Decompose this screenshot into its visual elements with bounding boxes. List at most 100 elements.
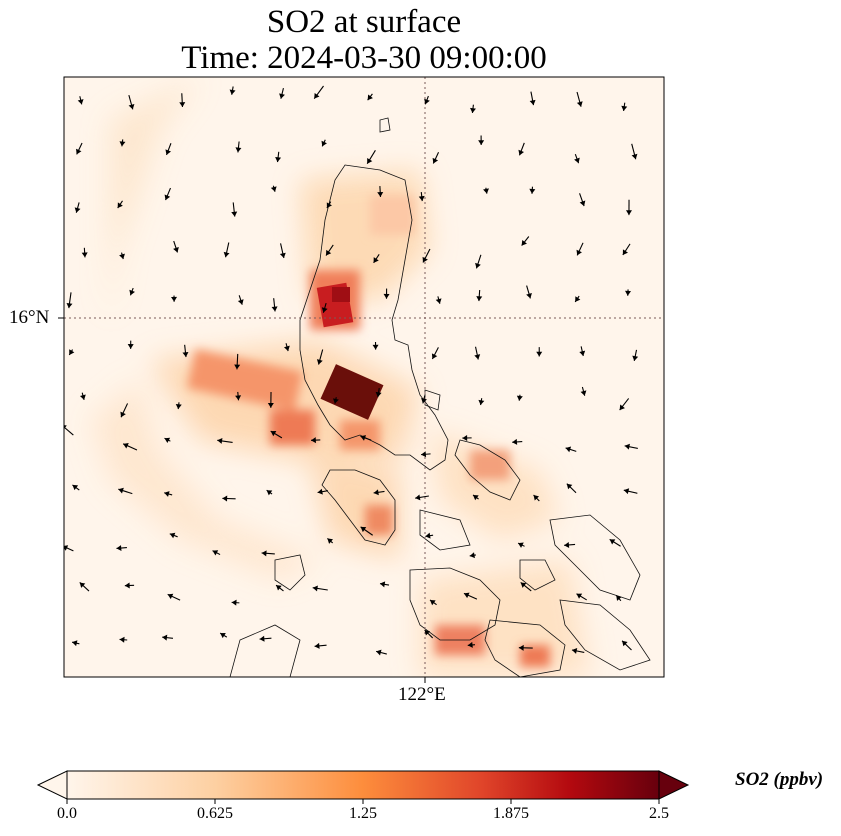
wind-vector-head <box>432 157 439 164</box>
wind-vector-head <box>571 647 578 654</box>
wind-vector-head <box>267 402 274 408</box>
wind-vector-head <box>469 552 475 559</box>
wind-vector-head <box>283 345 290 352</box>
wind-vector-head <box>231 599 237 606</box>
wind-vector-head <box>266 490 273 496</box>
wind-vector-head <box>171 296 178 302</box>
hotspot-visayas <box>470 450 510 480</box>
wind-vector-head <box>516 395 523 401</box>
hotspot-bataan <box>270 410 315 445</box>
wind-vector-head <box>529 99 536 106</box>
wind-vector-head <box>415 494 421 501</box>
wind-vector-head <box>424 629 431 636</box>
colorbar-gradient <box>66 770 660 800</box>
wind-vector-head <box>222 495 228 502</box>
map-time: Time: 2024-03-30 09:00:00 <box>181 40 547 76</box>
wind-vector-head <box>619 404 625 411</box>
wind-vector-head <box>622 640 628 647</box>
wind-vector-head <box>231 211 238 217</box>
wind-vector-head <box>235 147 242 153</box>
wind-vector-head <box>229 89 236 95</box>
wind-vector-head <box>621 105 628 111</box>
wind-vector-head <box>478 399 485 406</box>
wind-vector-head <box>317 488 323 495</box>
wind-vector-head <box>327 538 333 544</box>
wind-vector-head <box>476 296 483 302</box>
wind-vector-head <box>367 94 373 101</box>
colorbar <box>36 770 690 804</box>
wind-vector-head <box>235 395 242 401</box>
wind-vector-head <box>234 364 241 370</box>
wind-vector-head <box>72 640 78 647</box>
wind-vector-head <box>316 359 323 365</box>
wind-vector-head <box>467 641 473 648</box>
wind-vector-head <box>321 140 327 147</box>
wind-vector-head <box>462 434 468 441</box>
wind-vector-head <box>312 585 318 592</box>
wind-vector-head <box>373 257 379 263</box>
wind-vector-head <box>175 403 182 410</box>
wind-vector-head <box>129 289 135 296</box>
wind-vector-head <box>376 649 382 656</box>
wind-vector-head <box>259 635 265 642</box>
wind-vector-head <box>220 632 226 639</box>
colorbar-extend-min <box>36 770 68 800</box>
wind-vector-head <box>79 582 86 588</box>
wind-vector-head <box>631 153 638 160</box>
wind-vector-head <box>167 593 174 600</box>
so2-map <box>58 76 665 683</box>
wind-vector-head <box>575 296 581 302</box>
wind-vector-head <box>622 249 628 255</box>
wind-vector-head <box>314 642 320 649</box>
wind-vector-head <box>169 532 176 539</box>
colorbar-tick: 0.0 <box>57 805 77 822</box>
coastlines <box>229 117 651 677</box>
colorbar-tick: 1.875 <box>493 805 529 822</box>
wind-vector-head <box>377 191 384 197</box>
wind-vector-head <box>470 107 476 113</box>
map-frame <box>63 76 665 678</box>
wind-vector-head <box>576 101 583 107</box>
wind-vector-head <box>422 256 428 263</box>
wind-vector-head <box>474 354 481 360</box>
wind-vector-head <box>164 491 170 497</box>
wind-vector-head <box>69 349 75 355</box>
wind-vector-head <box>270 431 277 437</box>
wind-vector-head <box>311 437 316 444</box>
wind-vector-head <box>429 599 436 606</box>
wind-vector-head <box>162 634 168 641</box>
wind-vector-head <box>79 394 86 400</box>
wind-vector-head <box>179 102 186 108</box>
wind-vector-head <box>360 526 367 533</box>
wind-vector-head <box>478 140 485 146</box>
wind-vector-head <box>512 438 518 445</box>
wind-vector-head <box>261 550 267 557</box>
lon-tick-label: 122°E <box>398 684 446 705</box>
wind-vector-head <box>127 344 134 349</box>
wind-vector-head <box>367 158 373 164</box>
wind-vector-head <box>332 398 339 404</box>
gridlines <box>64 77 664 677</box>
wind-vector-head <box>379 581 386 588</box>
wind-vector-head <box>632 355 639 361</box>
wind-vector-head <box>326 249 332 256</box>
wind-vector-head <box>616 595 622 601</box>
wind-vector-head <box>128 103 135 110</box>
wind-vector-head <box>326 202 332 209</box>
wind-vector-head <box>473 495 479 501</box>
wind-vector-head <box>66 302 73 309</box>
wind-vector-head <box>164 194 171 201</box>
colorbar-tick: 1.25 <box>349 805 377 822</box>
wind-vector-head <box>276 585 282 591</box>
wind-vector-head <box>579 350 586 357</box>
wind-vector-head <box>576 593 583 599</box>
wind-vector <box>64 426 74 436</box>
wind-vector-head <box>321 307 328 313</box>
wind-vector-head <box>64 425 67 429</box>
wind-vector-head <box>76 148 82 155</box>
wind-vector-head <box>119 253 125 260</box>
map-title: SO2 at surface <box>266 4 462 40</box>
colorbar-tick: 2.5 <box>649 805 669 822</box>
wind-vector-head <box>279 252 286 259</box>
wind-vector-head <box>120 411 126 418</box>
